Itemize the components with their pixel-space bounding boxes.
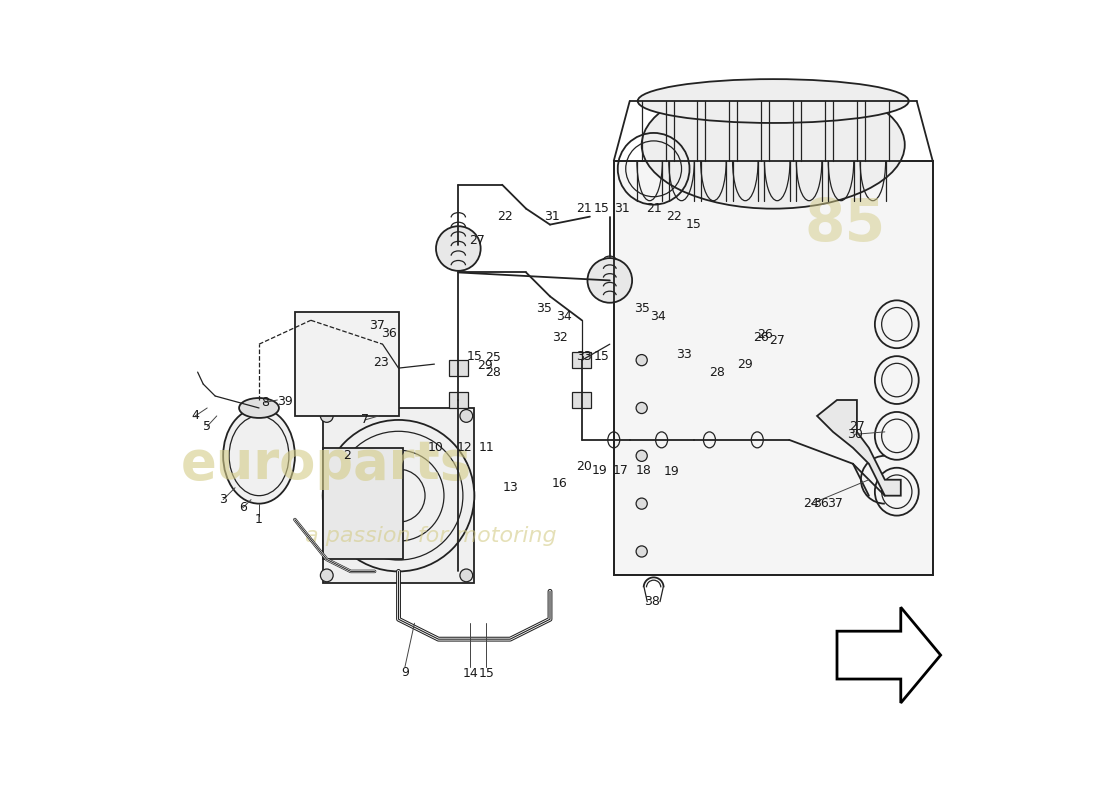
Text: a passion for motoring: a passion for motoring	[305, 526, 557, 546]
Circle shape	[322, 420, 474, 571]
Circle shape	[636, 354, 647, 366]
Polygon shape	[817, 400, 901, 496]
Text: 14: 14	[462, 667, 478, 680]
Circle shape	[636, 498, 647, 510]
Text: 15: 15	[685, 218, 702, 231]
Circle shape	[636, 402, 647, 414]
Text: 20: 20	[576, 460, 592, 473]
Text: 19: 19	[592, 464, 607, 477]
Text: 28: 28	[710, 366, 725, 378]
Text: 12: 12	[456, 442, 473, 454]
Text: 23: 23	[373, 356, 389, 369]
Text: 3: 3	[219, 493, 227, 506]
Circle shape	[460, 569, 473, 582]
Bar	[449, 392, 468, 408]
Text: 85: 85	[804, 196, 886, 253]
Text: 35: 35	[634, 302, 650, 315]
Bar	[449, 360, 468, 376]
Bar	[614, 161, 933, 575]
Text: 39: 39	[277, 395, 294, 408]
Text: 19: 19	[663, 466, 679, 478]
Text: 27: 27	[769, 334, 785, 346]
Text: 26: 26	[754, 331, 769, 344]
Text: 15: 15	[594, 202, 609, 215]
Text: 22: 22	[666, 210, 681, 223]
Text: 15: 15	[466, 350, 482, 362]
Text: 15: 15	[594, 350, 609, 362]
Text: 2: 2	[343, 450, 351, 462]
Text: 7: 7	[361, 414, 368, 426]
Text: 25: 25	[485, 351, 501, 364]
Text: 32: 32	[552, 331, 569, 344]
Text: 18: 18	[636, 464, 652, 477]
Circle shape	[322, 420, 474, 571]
Text: 29: 29	[737, 358, 754, 370]
Text: 16: 16	[552, 478, 568, 490]
Text: 8: 8	[262, 396, 270, 409]
Ellipse shape	[641, 81, 905, 209]
Text: 36: 36	[813, 497, 829, 510]
Text: 21: 21	[576, 202, 592, 215]
Text: 11: 11	[478, 442, 494, 454]
Circle shape	[460, 410, 473, 422]
Ellipse shape	[223, 408, 295, 504]
Text: 33: 33	[576, 350, 592, 362]
Text: 6: 6	[239, 501, 248, 514]
Text: 5: 5	[204, 420, 211, 433]
Bar	[572, 352, 592, 368]
Text: 4: 4	[191, 410, 199, 422]
Text: 31: 31	[614, 202, 629, 215]
Bar	[322, 408, 474, 583]
Text: 1: 1	[255, 513, 263, 526]
Circle shape	[636, 546, 647, 557]
Text: europarts: europarts	[182, 438, 472, 490]
Text: 38: 38	[645, 595, 660, 608]
Text: 28: 28	[485, 366, 501, 378]
Bar	[295, 312, 398, 416]
Text: 17: 17	[613, 464, 628, 477]
Text: 26: 26	[758, 328, 773, 341]
Text: 33: 33	[676, 348, 692, 361]
Circle shape	[636, 450, 647, 462]
Text: 29: 29	[476, 359, 493, 372]
Text: 21: 21	[646, 202, 661, 215]
Text: 30: 30	[847, 428, 864, 441]
Text: 13: 13	[503, 481, 518, 494]
Text: 9: 9	[402, 666, 409, 679]
Text: 34: 34	[650, 310, 666, 322]
Text: 35: 35	[537, 302, 552, 315]
Text: 15: 15	[478, 667, 494, 680]
Text: 37: 37	[827, 497, 844, 510]
Text: 34: 34	[557, 310, 572, 322]
Circle shape	[320, 410, 333, 422]
Bar	[572, 392, 592, 408]
Text: 10: 10	[428, 442, 444, 454]
Bar	[322, 448, 403, 559]
Polygon shape	[837, 607, 940, 703]
Text: 27: 27	[849, 420, 865, 433]
Circle shape	[436, 226, 481, 271]
Text: 37: 37	[370, 319, 385, 332]
Text: 27: 27	[469, 234, 485, 247]
Ellipse shape	[239, 398, 279, 418]
Circle shape	[320, 569, 333, 582]
Text: 22: 22	[497, 210, 513, 223]
Circle shape	[587, 258, 632, 302]
Text: 31: 31	[544, 210, 560, 223]
Text: 24: 24	[804, 497, 820, 510]
Ellipse shape	[638, 79, 909, 123]
Text: 36: 36	[381, 327, 397, 340]
